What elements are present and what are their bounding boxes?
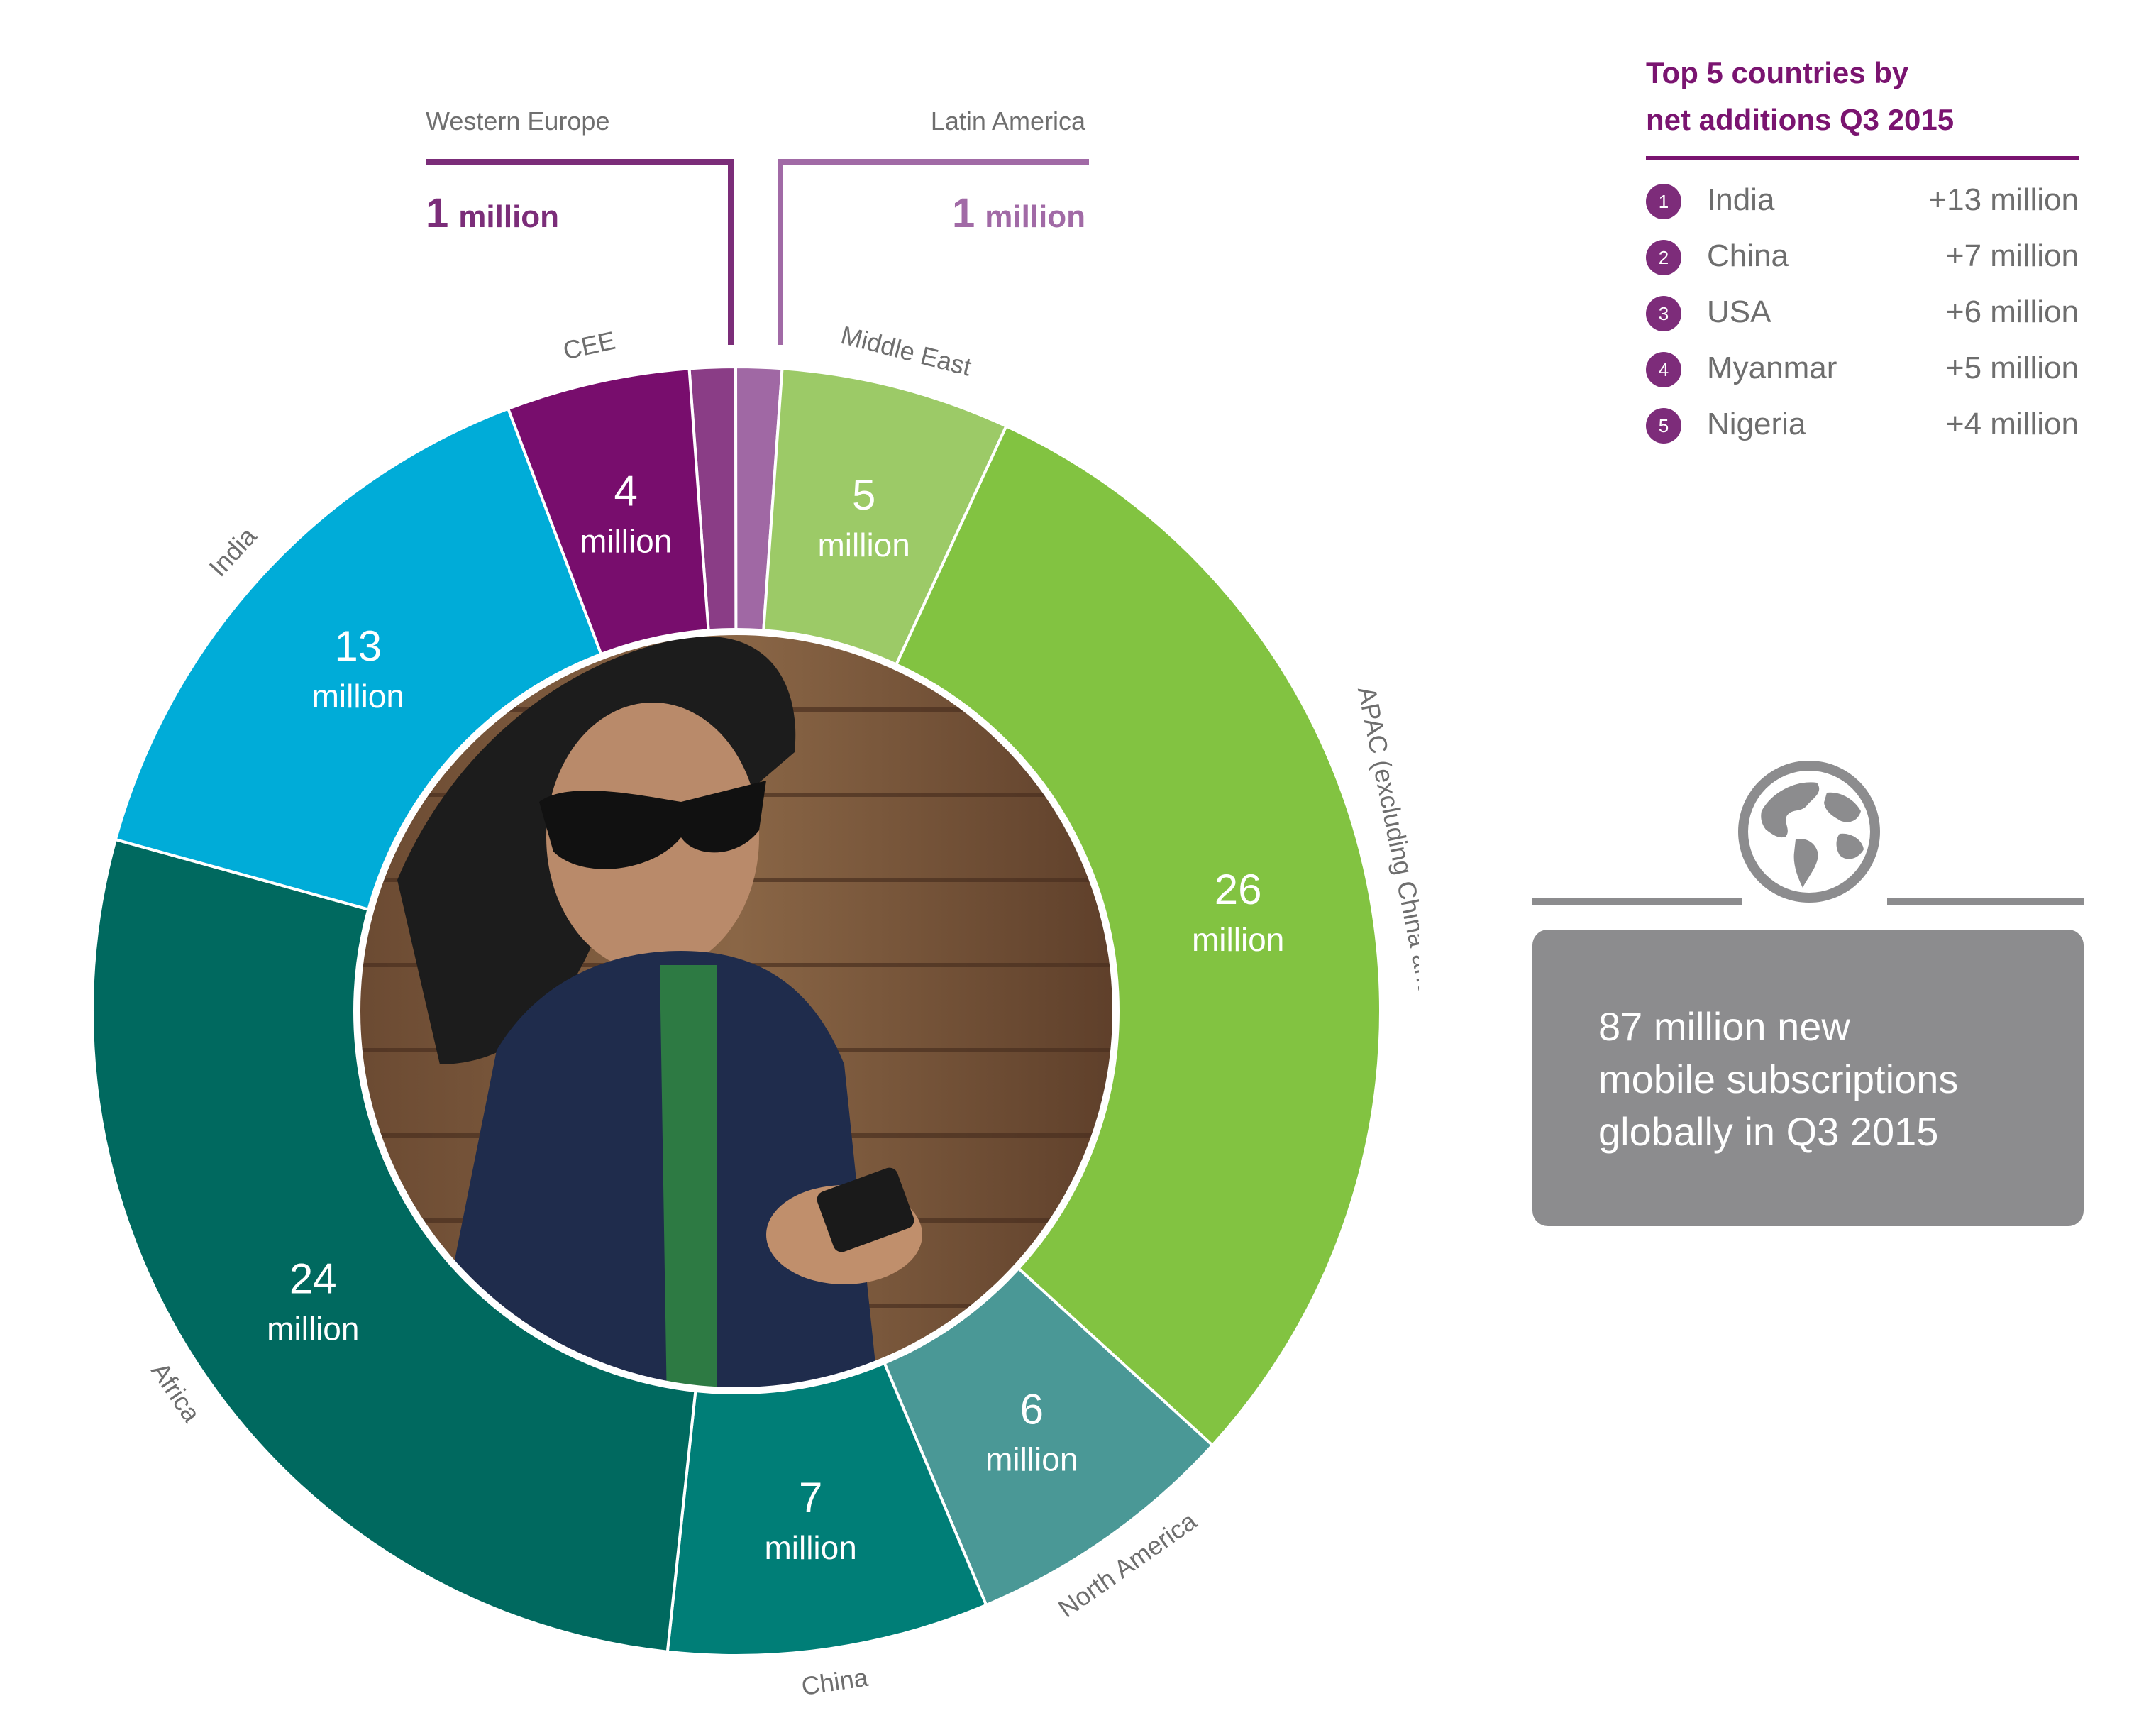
top5-row: 3 USA +6 million xyxy=(1646,286,2079,342)
top5-divider xyxy=(1646,156,2079,160)
category-label-africa: Africa xyxy=(145,1357,206,1428)
country-name: China xyxy=(1707,238,1789,273)
country-amount: +5 million xyxy=(1945,351,2079,385)
category-label-middle-east: Middle East xyxy=(838,320,974,382)
top5-row: 4 Myanmar +5 million xyxy=(1646,342,2079,398)
summary-box: 87 million new mobile subscriptions glob… xyxy=(1532,930,2084,1226)
slice-value: 24 xyxy=(289,1255,337,1303)
country-amount: +13 million xyxy=(1928,182,2079,217)
rank-badge: 2 xyxy=(1646,240,1681,275)
person-with-phone-photo xyxy=(357,632,1116,1391)
top5-title: Top 5 countries by net additions Q3 2015 xyxy=(1646,56,1955,136)
country-amount: +6 million xyxy=(1945,294,2079,329)
category-label-cee: CEE xyxy=(560,326,618,365)
top5-row: 2 China +7 million xyxy=(1646,230,2079,286)
summary-text: 87 million new mobile subscriptions glob… xyxy=(1598,1004,1959,1154)
country-name: Nigeria xyxy=(1707,407,1806,441)
rank-badge: 3 xyxy=(1646,296,1681,331)
slice-value: 13 xyxy=(334,622,382,670)
latin-america-value: 1 million xyxy=(951,190,1085,236)
latin-america-callout: Latin America 1 million xyxy=(759,106,1085,234)
top5-row: 1 India +13 million xyxy=(1646,174,2079,230)
slice-unit-label: million xyxy=(267,1311,359,1348)
country-name: India xyxy=(1707,182,1775,217)
western-europe-callout: Western Europe 1 million xyxy=(426,106,609,234)
western-europe-leader xyxy=(426,159,734,345)
latin-america-leader xyxy=(778,159,1089,345)
rank-badge: 5 xyxy=(1646,408,1681,444)
category-label-india: India xyxy=(203,521,262,582)
top5-row: 5 Nigeria +4 million xyxy=(1646,398,2079,454)
globe-divider-right xyxy=(1887,898,2084,905)
globe-icon xyxy=(1738,761,1880,903)
western-europe-value: 1 million xyxy=(426,190,560,236)
latin-america-label: Latin America xyxy=(930,106,1085,136)
rank-badge: 1 xyxy=(1646,184,1681,219)
rank-badge: 4 xyxy=(1646,352,1681,387)
globe-divider-left xyxy=(1532,898,1742,905)
country-name: Myanmar xyxy=(1707,351,1837,385)
donut-chart: 5 million 26 million 6 million 7 million 24 milli… xyxy=(91,159,1419,1701)
country-amount: +4 million xyxy=(1945,407,2079,441)
slice-value: 4 xyxy=(614,468,637,515)
slice-unit-label: million xyxy=(817,527,910,563)
slice-unit-label: million xyxy=(764,1529,856,1566)
slice-unit-label: million xyxy=(580,523,672,560)
slice-value: 5 xyxy=(852,471,875,519)
top5-countries-panel: Top 5 countries by net additions Q3 2015… xyxy=(1646,50,2079,454)
slice-unit-label: million xyxy=(312,678,404,715)
western-europe-label: Western Europe xyxy=(426,106,610,136)
slice-value: 26 xyxy=(1215,866,1262,913)
category-label-china: China xyxy=(800,1663,870,1701)
slice-value: 6 xyxy=(1020,1385,1044,1433)
slice-unit-label: million xyxy=(1192,921,1284,958)
slice-unit-label: million xyxy=(985,1441,1078,1477)
slice-value: 7 xyxy=(799,1474,822,1521)
country-amount: +7 million xyxy=(1945,238,2079,273)
country-name: USA xyxy=(1707,294,1771,329)
